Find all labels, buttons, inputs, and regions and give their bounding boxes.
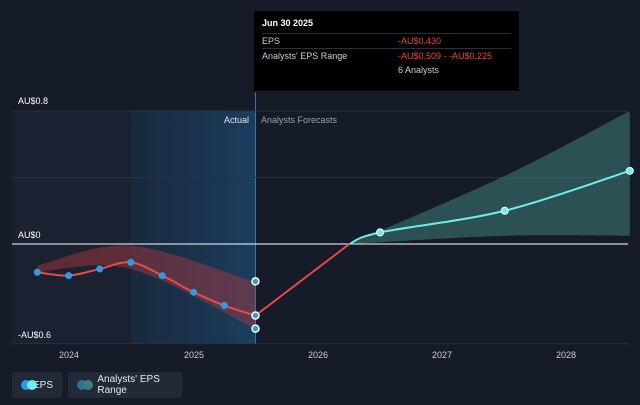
forecast-point-2 [625, 166, 634, 175]
forecast-point-0 [376, 228, 385, 237]
eps-point-4 [158, 272, 166, 280]
tooltip-eps-value: -AU$0.430 [398, 36, 442, 46]
tooltip-range-label: Analysts' EPS Range [262, 51, 348, 61]
eps-point-0 [33, 268, 41, 276]
y-label-top: AU$0.8 [18, 96, 48, 106]
x-tick-2026: 2026 [308, 350, 328, 360]
legend-eps-label: EPS [32, 379, 53, 391]
forecast-eps-line [348, 169, 631, 245]
eps-chart: AU$0.8 AU$0 -AU$0.6 Actual Analysts Fore… [12, 92, 634, 360]
recent-period-shading [130, 111, 256, 344]
tooltip-analysts-count: 6 Analysts [398, 65, 440, 75]
range-high-marker [251, 277, 260, 286]
actual-section-label: Actual [224, 115, 249, 125]
tooltip-range-value: -AU$0.509 - -AU$0.225 [398, 51, 493, 61]
tooltip-eps-row: EPS -AU$0.430 [262, 33, 511, 48]
x-tick-2027: 2027 [432, 350, 452, 360]
y-label-zero: AU$0 [18, 230, 41, 240]
x-tick-2024: 2024 [59, 350, 79, 360]
transition-eps-line [254, 243, 351, 317]
range-legend-icon [77, 380, 93, 390]
eps-point-1 [65, 272, 73, 280]
current-eps-marker [251, 311, 260, 320]
x-tick-2025: 2025 [184, 350, 204, 360]
hover-tooltip: Jun 30 2025 EPS -AU$0.430 Analysts' EPS … [254, 11, 519, 91]
legend-range-toggle[interactable]: Analysts' EPS Range [68, 372, 182, 398]
range-low-marker [251, 324, 260, 333]
forecast-point-1 [500, 206, 509, 215]
legend-range-label: Analysts' EPS Range [97, 374, 160, 396]
forecast-eps-range-band [349, 111, 630, 244]
eps-point-2 [96, 265, 104, 273]
tooltip-eps-label: EPS [262, 36, 281, 46]
eps-point-5 [190, 288, 198, 296]
x-tick-2028: 2028 [556, 350, 576, 360]
tooltip-analysts-row: 6 Analysts [262, 63, 511, 77]
forecast-section-label: Analysts Forecasts [261, 115, 338, 125]
eps-point-6 [220, 302, 228, 310]
eps-point-3 [127, 258, 135, 266]
past-eps-range-band [37, 245, 256, 329]
tooltip-range-row: Analysts' EPS Range -AU$0.509 - -AU$0.22… [262, 48, 511, 63]
legend-eps-toggle[interactable]: EPS [12, 372, 62, 398]
eps-legend-icon [21, 380, 37, 390]
y-label-bottom: -AU$0.6 [18, 330, 51, 340]
past-period-shading [12, 111, 131, 344]
tooltip-date: Jun 30 2025 [262, 18, 314, 28]
